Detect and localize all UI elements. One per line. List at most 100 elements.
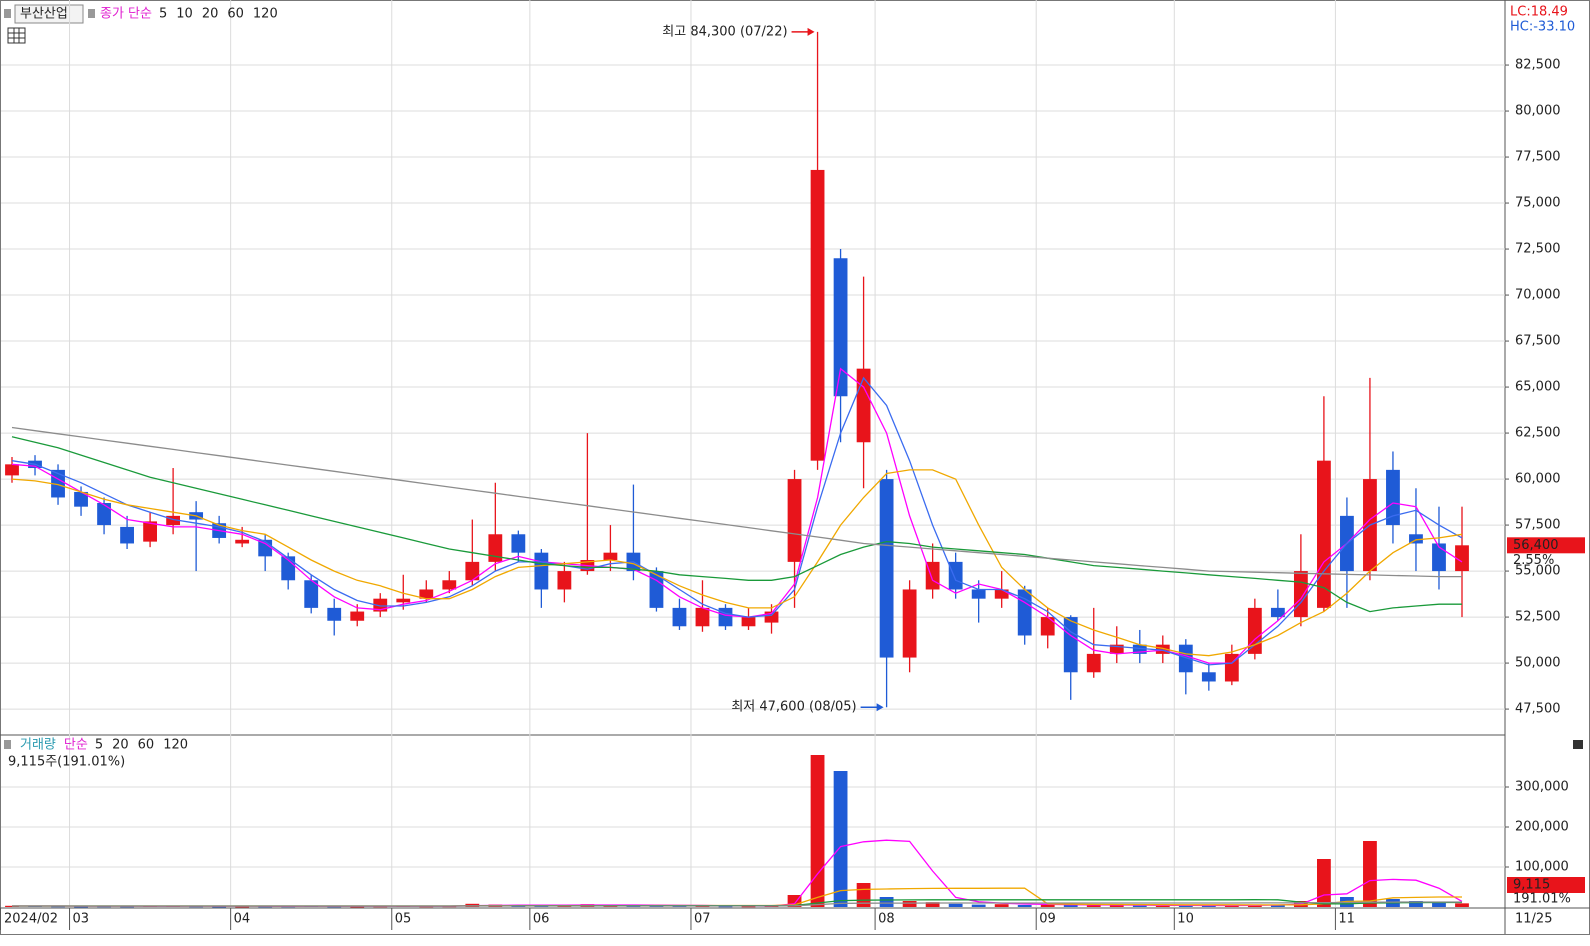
panel-icon[interactable] (4, 9, 11, 18)
y-tick-label: 75,000 (1515, 196, 1561, 211)
y-tick-label: 77,500 (1515, 150, 1561, 165)
high-annotation: 최고 84,300 (07/22) (662, 24, 787, 39)
candle-body (1063, 617, 1078, 673)
candle-body (1247, 607, 1262, 654)
candle-body (5, 464, 19, 476)
volume-bar (120, 906, 134, 908)
moving-average-line (11, 376, 1463, 666)
volume-bar (235, 906, 250, 908)
y-tick-label: 67,500 (1515, 334, 1561, 349)
current-volume-box (1507, 877, 1585, 893)
candle-body (465, 561, 480, 581)
volume-bar (1455, 903, 1469, 907)
candle-body (1455, 545, 1469, 572)
candle-body (419, 589, 434, 599)
moving-average-line (11, 367, 1463, 664)
candle-body (1155, 644, 1170, 654)
x-tick-label: 09 (1039, 912, 1056, 927)
grid-toggle-icon[interactable] (7, 27, 26, 44)
low-annotation: 최저 47,600 (08/05) (731, 700, 856, 715)
ma-label: 종가 단순 (100, 7, 152, 22)
y-tick-label: 80,000 (1515, 104, 1561, 119)
volume-bar (879, 897, 894, 907)
candle-body (810, 169, 825, 461)
y-tick-label: 70,000 (1515, 288, 1561, 303)
volume-bar (741, 906, 756, 908)
candle-body (327, 607, 342, 621)
legend-entry: 10 (176, 7, 193, 22)
legend-entry: 120 (163, 738, 188, 753)
y-tick-label: 82,500 (1515, 58, 1561, 73)
y-tick-label: 55,000 (1515, 564, 1561, 579)
ma-label: 단순 (64, 738, 88, 753)
current-volume-label: 9,115 (1513, 878, 1550, 893)
volume-bar (948, 903, 963, 907)
volume-title: 거래량 (20, 738, 56, 753)
candle-body (1086, 653, 1101, 673)
y-tick-label: 50,000 (1515, 656, 1561, 671)
close-panel-button[interactable] (1573, 740, 1583, 749)
candle-body (1293, 571, 1308, 618)
candle-body (672, 607, 687, 627)
x-tick-label: 11 (1338, 912, 1355, 927)
volume-bar (718, 906, 733, 908)
candle-body (1132, 644, 1147, 654)
candle-body (235, 539, 250, 544)
x-tick-label: 10 (1177, 912, 1194, 927)
volume-bar (1040, 904, 1055, 907)
candle-body (74, 491, 88, 507)
candle-body (1409, 534, 1423, 544)
legend-entry: 5 (159, 7, 167, 22)
volume-bar (1317, 859, 1331, 907)
candle-body (856, 368, 871, 443)
volume-bar (1063, 905, 1078, 907)
y-tick-label: 47,500 (1515, 702, 1561, 717)
candle-body (948, 561, 963, 590)
symbol-name[interactable]: 부산산업 (20, 7, 68, 22)
current-price-box (1507, 537, 1585, 554)
candle-body (304, 580, 319, 608)
y-tick-label: 72,500 (1515, 242, 1561, 257)
candle-body (534, 552, 549, 590)
volume-bar (971, 904, 986, 907)
y-tick-label: 52,500 (1515, 610, 1561, 625)
legend-entry: 20 (202, 7, 219, 22)
y-tick-label: 62,500 (1515, 426, 1561, 441)
volume-bar (994, 904, 1009, 907)
x-tick-label: 04 (234, 912, 251, 927)
text-layer: 부산산업 종가 단순 거래량 단순 9,115주(191.01%) LC:18.… (4, 5, 1585, 927)
volume-bar (1409, 901, 1423, 907)
candle-body (971, 589, 986, 599)
volume-bar (1086, 905, 1101, 907)
legend-entry: 120 (253, 7, 278, 22)
volume-info: 9,115주(191.01%) (8, 755, 125, 770)
candle-body (718, 607, 733, 627)
indicator-icon[interactable] (88, 9, 95, 18)
candle-body (879, 479, 894, 658)
candle-body (1201, 672, 1216, 682)
volume-bar (1109, 905, 1124, 907)
candle-body (1040, 617, 1055, 636)
legend-entry: 5 (95, 738, 103, 753)
candle-body (695, 607, 710, 627)
x-tick-label: 03 (73, 912, 90, 927)
moving-average-line (11, 436, 1462, 613)
symbol-box[interactable] (14, 4, 84, 24)
current-price-label: 56,400 (1513, 538, 1559, 553)
volume-bar (1178, 905, 1193, 907)
y-tick-label: 100,000 (1515, 860, 1569, 875)
moving-average-line (11, 469, 1463, 657)
volume-bar (1363, 841, 1377, 907)
candle-body (97, 502, 111, 526)
candle-body (787, 479, 802, 562)
hc-label: HC:-33.10 (1510, 20, 1575, 35)
volume-bar (810, 755, 825, 907)
annotation-arrowhead (807, 27, 815, 36)
candle-body (442, 580, 457, 590)
volume-bar (833, 771, 848, 907)
current-date: 11/25 (1515, 912, 1552, 927)
candle-body (120, 526, 134, 544)
volume-icon[interactable] (4, 740, 11, 749)
line-layer (11, 367, 1463, 907)
